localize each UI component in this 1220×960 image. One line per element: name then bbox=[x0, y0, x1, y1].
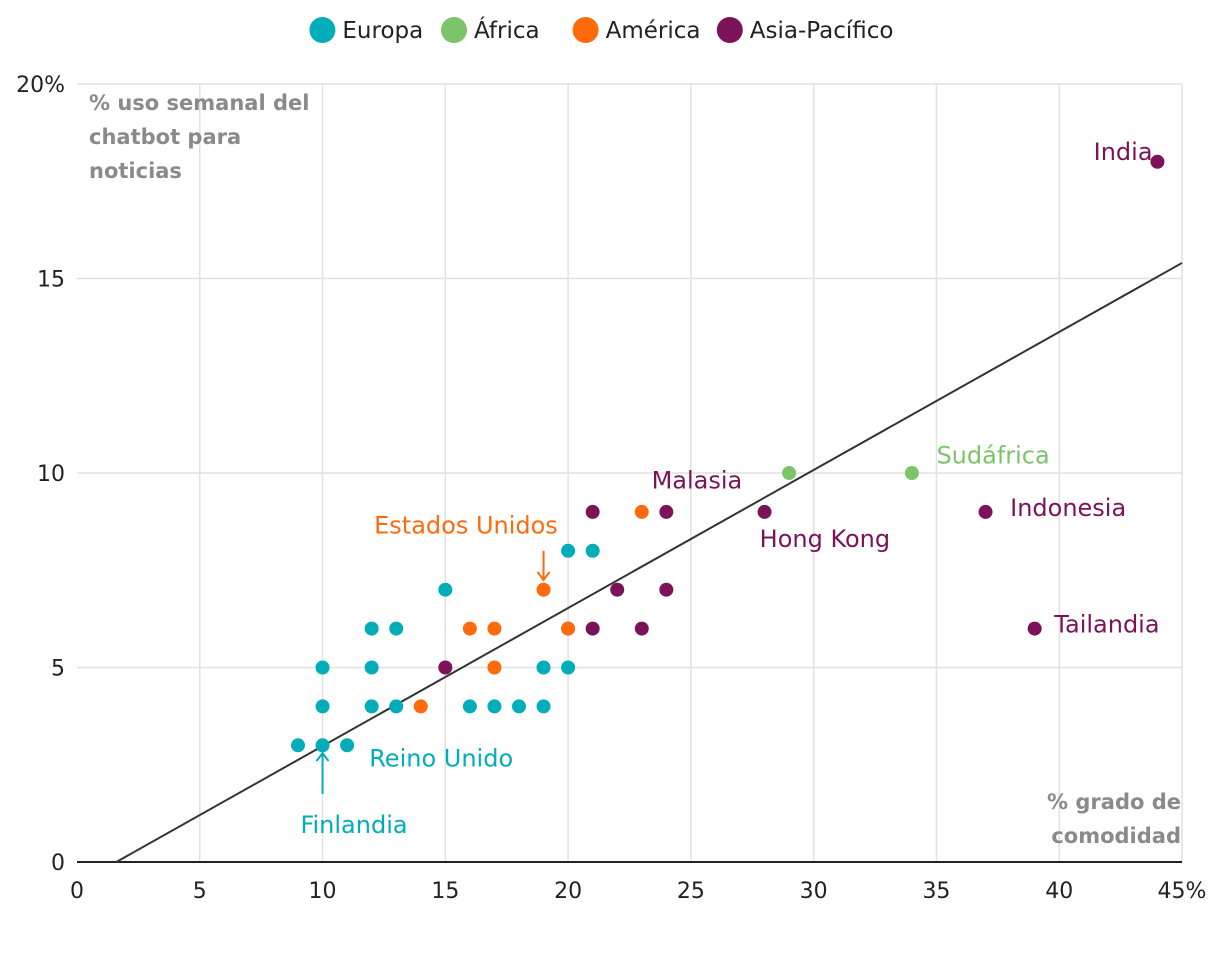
legend-label: América bbox=[606, 18, 701, 44]
legend-swatch bbox=[441, 17, 467, 43]
data-point bbox=[561, 660, 576, 675]
x-axis-title-line: % grado de bbox=[1047, 790, 1181, 814]
x-tick-label: 30 bbox=[800, 879, 828, 904]
x-tick-label: 25 bbox=[677, 879, 705, 904]
data-point bbox=[904, 466, 919, 480]
y-axis-title-line: % uso semanal del bbox=[89, 91, 309, 115]
data-point bbox=[634, 621, 649, 636]
data-point bbox=[364, 699, 379, 714]
x-tick-label: 45% bbox=[1158, 879, 1207, 904]
legend-label: África bbox=[474, 16, 540, 44]
annotation-label: Indonesia bbox=[1010, 494, 1126, 522]
legend-swatch bbox=[309, 17, 336, 43]
annotation-label: Estados Unidos bbox=[374, 511, 558, 539]
data-point bbox=[1150, 154, 1165, 169]
data-point bbox=[585, 621, 600, 636]
annotation-label: Sudáfrica bbox=[936, 441, 1049, 469]
y-tick-label: 15 bbox=[37, 268, 65, 293]
y-axis-title-line: chatbot para bbox=[89, 125, 241, 149]
data-point bbox=[462, 621, 477, 636]
x-tick-label: 40 bbox=[1045, 879, 1073, 904]
annotation-label: Hong Kong bbox=[760, 525, 890, 553]
data-point bbox=[610, 582, 625, 597]
y-axis-title-line: noticias bbox=[89, 159, 182, 183]
annotation-label: India bbox=[1094, 138, 1153, 166]
y-tick-label: 20% bbox=[16, 73, 65, 98]
data-point bbox=[536, 660, 551, 675]
data-point bbox=[978, 504, 993, 519]
legend-swatch bbox=[716, 17, 743, 43]
legend-label: Asia-Pacífico bbox=[750, 18, 894, 44]
trend-layer bbox=[115, 262, 1183, 863]
data-point bbox=[462, 699, 477, 714]
data-point bbox=[364, 621, 379, 636]
points-layer bbox=[291, 154, 1165, 753]
data-point bbox=[487, 660, 502, 675]
legend-label: Europa bbox=[342, 18, 423, 44]
data-point bbox=[438, 660, 453, 675]
data-point bbox=[438, 582, 453, 597]
annotations-layer: India Sudáfrica Indonesia Tailandia Malasia H… bbox=[300, 138, 1159, 839]
x-tick-label: 5 bbox=[193, 879, 207, 904]
data-point bbox=[315, 699, 330, 714]
data-point bbox=[340, 738, 355, 753]
data-point bbox=[389, 699, 404, 714]
y-tick-label: 10 bbox=[37, 462, 65, 487]
data-point bbox=[512, 699, 526, 714]
data-point bbox=[389, 621, 404, 636]
x-tick-label: 0 bbox=[70, 879, 84, 904]
data-point bbox=[634, 504, 649, 519]
legend-swatch bbox=[572, 17, 599, 43]
grid-layer bbox=[77, 83, 1183, 862]
x-tick-label: 35 bbox=[922, 879, 950, 904]
x-tick-label: 10 bbox=[309, 879, 337, 904]
legend: Europa África América Asia-Pacífico bbox=[309, 16, 893, 44]
x-axis-title-line: comodidad bbox=[1051, 824, 1181, 848]
data-point bbox=[659, 504, 674, 519]
data-point bbox=[291, 738, 305, 753]
axis-titles: % uso semanal del chatbot para noticias % g… bbox=[89, 91, 1181, 848]
data-point bbox=[1027, 621, 1042, 636]
x-tick-label: 15 bbox=[431, 879, 459, 904]
annotation-label: Reino Unido bbox=[369, 745, 513, 773]
annotation-label: Finlandia bbox=[300, 811, 407, 839]
data-point bbox=[659, 582, 674, 597]
data-point bbox=[585, 504, 600, 519]
annotation-arrowhead bbox=[315, 751, 330, 762]
data-point bbox=[364, 660, 379, 675]
data-point bbox=[487, 621, 502, 636]
data-point bbox=[561, 621, 576, 636]
x-tick-label: 20 bbox=[554, 879, 582, 904]
data-point bbox=[536, 699, 551, 714]
y-tick-label: 0 bbox=[51, 851, 65, 876]
data-point bbox=[487, 699, 502, 714]
data-point bbox=[561, 543, 576, 558]
data-point bbox=[536, 582, 551, 597]
annotation-arrowhead bbox=[536, 571, 551, 582]
trend-line bbox=[115, 262, 1183, 863]
data-point bbox=[315, 660, 330, 675]
axes-layer: 0 5 10 15 20 25 30 35 40 45% 0 5 10 15 20% bbox=[16, 73, 1206, 904]
annotation-label: Malasia bbox=[652, 467, 743, 495]
y-tick-label: 5 bbox=[51, 657, 65, 682]
data-point bbox=[757, 504, 772, 519]
data-point bbox=[413, 699, 428, 714]
data-point bbox=[315, 738, 330, 753]
data-point bbox=[782, 466, 797, 480]
annotation-label: Tailandia bbox=[1053, 610, 1159, 638]
data-point bbox=[585, 543, 600, 558]
